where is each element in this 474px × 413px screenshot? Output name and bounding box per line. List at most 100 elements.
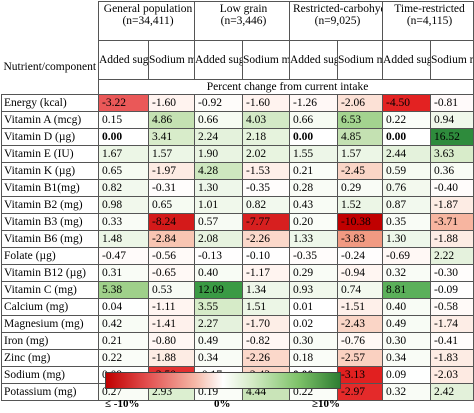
legend-high-label: ≥10% xyxy=(312,398,341,410)
value-cell: 0.36 xyxy=(430,162,474,180)
subheader-sodium: Sodium model xyxy=(430,40,474,80)
value-cell: -2.06 xyxy=(336,94,384,112)
value-cell: -2.57 xyxy=(336,349,384,367)
nutrient-name: Calcium (mg) xyxy=(1,298,99,316)
value-cell: -0.41 xyxy=(430,332,474,350)
nutrient-name: Vitamin K (µg) xyxy=(1,162,99,180)
value-cell: -0.13 xyxy=(194,247,243,265)
value-cell: 4.85 xyxy=(336,128,384,146)
value-cell: -1.83 xyxy=(430,349,474,367)
value-cell: -0.94 xyxy=(336,264,384,282)
value-cell: -3.22 xyxy=(98,94,149,112)
value-cell: 0.18 xyxy=(289,349,338,367)
group-n: (n=9,025) xyxy=(314,15,361,27)
nutrient-name: Vitamin C (mg) xyxy=(1,281,99,299)
nutrient-name: Sodium (mg) xyxy=(1,366,99,384)
value-cell: 0.00 xyxy=(289,128,338,146)
value-cell: 0.34 xyxy=(194,349,243,367)
value-cell: 3.55 xyxy=(194,298,243,316)
value-cell: 1.52 xyxy=(336,196,384,214)
table-row: Vitamin B3 (mg) 0.33 -8.24 0.57 -7.77 0.20 -10… xyxy=(1,213,474,231)
value-cell: -0.65 xyxy=(148,264,195,282)
value-cell: 0.59 xyxy=(382,162,432,180)
group-name: General population xyxy=(103,3,193,15)
subheader-sodium: Sodium model xyxy=(336,40,384,80)
value-cell: 1.30 xyxy=(194,179,243,197)
group-name: Low grain xyxy=(219,3,268,15)
value-cell: -1.26 xyxy=(289,94,338,112)
value-cell: 0.82 xyxy=(98,179,149,197)
value-cell: 0.42 xyxy=(98,315,149,333)
value-cell: -1.88 xyxy=(430,230,474,248)
subheader-sodium: Sodium model xyxy=(148,40,195,80)
table-row: Vitamin B12 (µg) 0.31 -0.65 0.40 -1.17 0.29 -0… xyxy=(1,264,474,282)
value-cell: -1.60 xyxy=(242,94,290,112)
value-cell: 0.94 xyxy=(430,111,474,129)
value-cell: 0.33 xyxy=(98,213,149,231)
value-cell: 8.81 xyxy=(382,281,432,299)
value-cell: 0.00 xyxy=(382,128,432,146)
subheader-added-sugar: Added sugar model xyxy=(98,40,149,80)
value-cell: 0.21 xyxy=(289,162,338,180)
value-cell: -2.45 xyxy=(336,162,384,180)
nutrient-name: Vitamin D (µg) xyxy=(1,128,99,146)
table-row: Vitamin A (mcg) 0.15 4.86 0.66 4.03 0.66 6.53 0… xyxy=(1,111,474,129)
value-cell: 1.01 xyxy=(194,196,243,214)
value-cell: -2.97 xyxy=(336,383,384,401)
value-cell: 1.90 xyxy=(194,145,243,163)
table-row: Iron (mg) 0.21 -0.80 0.49 -0.82 0.30 -0.76 0.30… xyxy=(1,332,474,350)
subheader-added-sugar: Added sugar model xyxy=(382,40,432,80)
group-name: Restricted-carbohydrate xyxy=(293,3,382,15)
subheader-added-sugar: Added sugar model xyxy=(194,40,243,80)
value-cell: 0.31 xyxy=(98,264,149,282)
value-cell: 1.34 xyxy=(242,281,290,299)
value-cell: -0.09 xyxy=(430,281,474,299)
value-cell: -1.17 xyxy=(242,264,290,282)
value-cell: 1.30 xyxy=(382,230,432,248)
value-cell: -0.92 xyxy=(194,94,243,112)
value-cell: 0.22 xyxy=(382,111,432,129)
nutrient-name: Vitamin B1(mg) xyxy=(1,179,99,197)
value-cell: 0.15 xyxy=(98,111,149,129)
value-cell: -0.35 xyxy=(242,179,290,197)
value-cell: 6.53 xyxy=(336,111,384,129)
value-cell: 0.20 xyxy=(289,213,338,231)
value-cell: -0.58 xyxy=(430,298,474,316)
value-cell: -3.71 xyxy=(430,213,474,231)
value-cell: -0.56 xyxy=(148,247,195,265)
value-cell: -0.40 xyxy=(430,179,474,197)
value-cell: 0.02 xyxy=(289,315,338,333)
nutrient-name: Vitamin B2 (mg) xyxy=(1,196,99,214)
table-row: Vitamin K (µg) 0.65 -1.97 4.28 -1.53 0.21 -2.4… xyxy=(1,162,474,180)
value-cell: 3.41 xyxy=(148,128,195,146)
value-cell: -2.26 xyxy=(242,230,290,248)
value-cell: -3.83 xyxy=(336,230,384,248)
value-cell: -2.84 xyxy=(148,230,195,248)
value-cell: 1.57 xyxy=(336,145,384,163)
value-cell: 0.57 xyxy=(194,213,243,231)
group-header-general: General population (n=34,411) xyxy=(98,1,195,41)
subheader-added-sugar: Added sugar model xyxy=(289,40,338,80)
nutrient-name: Potassium (mg) xyxy=(1,383,99,401)
value-cell: 1.48 xyxy=(98,230,149,248)
value-cell: -1.70 xyxy=(242,315,290,333)
value-cell: -0.76 xyxy=(336,332,384,350)
value-cell: -8.24 xyxy=(148,213,195,231)
value-cell: 1.51 xyxy=(242,298,290,316)
value-cell: -1.53 xyxy=(242,162,290,180)
value-cell: 0.93 xyxy=(289,281,338,299)
group-header-restricted-carb: Restricted-carbohydrate(n=9,025) xyxy=(288,1,384,41)
nutrient-name: Vitamin B3 (mg) xyxy=(1,213,99,231)
value-cell: -0.30 xyxy=(430,264,474,282)
value-cell: -0.31 xyxy=(148,179,195,197)
table-row: Vitamin C (mg) 5.38 0.53 12.09 1.34 0.93 0.74 8… xyxy=(1,281,474,299)
value-cell: -2.03 xyxy=(430,366,474,384)
value-cell: 3.63 xyxy=(430,145,474,163)
value-cell: 0.98 xyxy=(98,196,149,214)
value-cell: 0.32 xyxy=(382,264,432,282)
table-row: Energy (kcal) -3.22 -1.60 -0.92 -1.60 -1.26 -2… xyxy=(1,94,474,112)
value-cell: 1.33 xyxy=(289,230,338,248)
table-row: Vitamin B6 (mg) 1.48 -2.84 2.08 -2.26 1.33 -3.… xyxy=(1,230,474,248)
value-cell: 12.09 xyxy=(194,281,243,299)
value-cell: -7.77 xyxy=(242,213,290,231)
